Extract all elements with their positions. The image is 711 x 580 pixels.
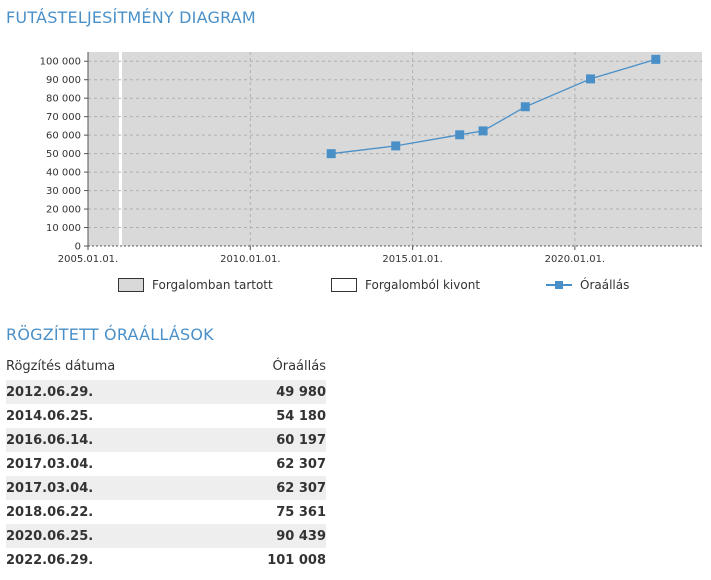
y-tick-label: 80 000 — [46, 94, 81, 105]
table-row: 2022.06.29. 101 008 — [6, 548, 326, 572]
row-date: 2018.06.22. — [6, 504, 94, 520]
table-row: 2017.03.04. 62 307 — [6, 476, 326, 500]
row-date: 2017.03.04. — [6, 476, 215, 500]
x-tick-label: 2010.01.01. — [220, 254, 280, 265]
row-value: 90 439 — [214, 524, 326, 548]
row-value: 62 307 — [214, 476, 326, 500]
legend-item-in-service[interactable]: Forgalomban tartott — [118, 278, 273, 292]
table-row: 2012.06.29. 49 980 — [6, 380, 326, 404]
y-tick-label: 50 000 — [46, 149, 81, 160]
table-row: 2017.03.04. 62 307 — [6, 452, 326, 476]
legend-label-withdrawn: Forgalomból kivont — [365, 278, 481, 292]
in-service-band — [88, 52, 121, 246]
x-tick-label: 2020.01.01. — [545, 254, 605, 265]
readings-table: Rögzítés dátuma Óraállás 2012.06.29. 49 … — [6, 356, 326, 572]
table-row: 2016.06.14. 60 197 — [6, 428, 326, 452]
legend-label-mileage: Óraállás — [580, 278, 630, 292]
y-tick-label: 20 000 — [46, 205, 81, 216]
data-point — [455, 130, 465, 140]
table-title: RÖGZÍTETT ÓRAÁLLÁSOK — [6, 325, 214, 344]
legend-line-mileage-icon — [546, 278, 572, 292]
row-date: 2017.03.04. — [6, 456, 94, 472]
row-value: 101 008 — [267, 552, 326, 568]
row-date: 2020.06.25. — [6, 524, 215, 548]
mileage-chart: 0 10 000 20 000 30 000 40 000 50 000 60 000 70 … — [40, 52, 702, 265]
withdrawn-marker — [118, 52, 122, 246]
y-tick-label: 90 000 — [46, 75, 81, 86]
legend-swatch-withdrawn — [331, 278, 357, 292]
table-row: 2020.06.25. 90 439 — [6, 524, 326, 548]
row-date: 2012.06.29. — [6, 380, 215, 404]
chart-legend: Forgalomban tartott Forgalomból kivont Ó… — [0, 278, 711, 298]
y-tick-label: 70 000 — [46, 112, 81, 123]
row-date: 2016.06.14. — [6, 428, 215, 452]
legend-label-in-service: Forgalomban tartott — [152, 278, 273, 292]
chart-title: FUTÁSTELJESÍTMÉNY DIAGRAM — [6, 8, 256, 27]
row-value: 62 307 — [276, 456, 326, 472]
column-header-date: Rögzítés dátuma — [6, 358, 116, 374]
x-tick-label: 2005.01.01. — [58, 254, 118, 265]
y-tick-label: 0 — [75, 242, 81, 253]
table-header-row: Rögzítés dátuma Óraállás — [6, 356, 326, 380]
y-tick-label: 10 000 — [46, 223, 81, 234]
data-point — [586, 74, 596, 84]
column-header-value: Óraállás — [272, 358, 326, 374]
table-row: 2014.06.25. 54 180 — [6, 404, 326, 428]
table-row: 2018.06.22. 75 361 — [6, 500, 326, 524]
legend-swatch-in-service — [118, 278, 144, 292]
data-point — [651, 54, 661, 64]
data-point — [391, 141, 401, 151]
y-tick-label: 30 000 — [46, 186, 81, 197]
data-point — [520, 102, 530, 112]
y-tick-label: 60 000 — [46, 131, 81, 142]
y-tick-label: 40 000 — [46, 168, 81, 179]
legend-item-withdrawn[interactable]: Forgalomból kivont — [331, 278, 480, 292]
row-date: 2022.06.29. — [6, 552, 94, 568]
row-date: 2014.06.25. — [6, 408, 94, 424]
data-point — [326, 149, 336, 159]
data-point — [478, 126, 488, 136]
row-value: 49 980 — [214, 380, 326, 404]
y-tick-label: 100 000 — [40, 57, 81, 68]
row-value: 54 180 — [276, 408, 326, 424]
x-tick-label: 2015.01.01. — [382, 254, 442, 265]
legend-item-mileage[interactable]: Óraállás — [546, 278, 629, 292]
row-value: 75 361 — [276, 504, 326, 520]
row-value: 60 197 — [214, 428, 326, 452]
